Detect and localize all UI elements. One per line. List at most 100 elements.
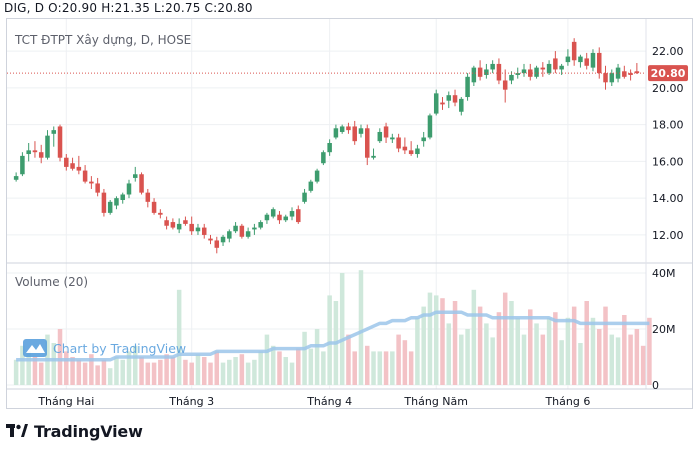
candle: [490, 60, 495, 74]
candle: [107, 200, 113, 215]
candle: [364, 124, 370, 166]
candle: [38, 144, 44, 164]
volume-bar: [471, 289, 477, 385]
candle-body: [227, 231, 232, 239]
candle-body: [158, 212, 163, 215]
volume-bar: [76, 359, 82, 385]
volume-bar: [540, 334, 546, 385]
volume-bar: [427, 292, 433, 385]
candle-body: [452, 95, 458, 103]
candle: [396, 133, 401, 153]
candle-body: [164, 220, 169, 226]
chart-svg[interactable]: 12.00 14.00 16.00 18.00 20.00 22.00 0 20M 40M T…: [7, 19, 692, 408]
volume-bar: [195, 354, 201, 385]
candle-body: [296, 209, 301, 223]
volume-bar: [133, 345, 138, 385]
candle-body: [634, 71, 640, 74]
volume-tick-label: 20M: [652, 323, 676, 336]
price-tick-label: 18.00: [652, 119, 684, 132]
candle: [45, 130, 50, 160]
candle-body: [471, 67, 477, 83]
candle-body: [270, 209, 276, 217]
candle: [220, 234, 226, 246]
candle: [76, 155, 82, 175]
volume-bar: [515, 317, 520, 385]
last-price-badge: 20.80: [648, 65, 688, 82]
volume-bar: [208, 362, 213, 385]
candle-body: [76, 166, 82, 171]
candle: [201, 223, 207, 239]
candle-body: [283, 216, 289, 221]
chart-container[interactable]: 12.00 14.00 16.00 18.00 20.00 22.00 0 20M 40M T…: [6, 18, 693, 409]
volume-bar: [51, 343, 57, 385]
volume-bar: [289, 362, 295, 385]
candle-body: [446, 95, 452, 101]
volume-bar: [477, 306, 483, 385]
candle-body: [515, 73, 520, 75]
candle: [534, 65, 539, 79]
candle-body: [258, 222, 263, 228]
price-tick-label: 12.00: [652, 229, 684, 242]
candle: [89, 176, 94, 189]
volume-bar: [622, 315, 627, 385]
candle-body: [201, 227, 207, 235]
volume-bar: [408, 351, 414, 385]
candle: [126, 179, 132, 199]
candle-body: [220, 236, 226, 243]
candle-body: [509, 74, 514, 81]
candle: [258, 220, 263, 230]
volume-bar: [189, 362, 194, 385]
volume-bar: [314, 329, 320, 385]
volume-bar: [252, 359, 257, 385]
tradingview-logo-icon: [6, 424, 28, 437]
volume-bar: [509, 301, 514, 385]
candle-body: [484, 69, 489, 75]
candle: [471, 65, 477, 86]
candle-body: [327, 143, 332, 153]
volume-bar: [70, 357, 75, 385]
volume-bar: [496, 312, 502, 385]
volume-bar: [402, 340, 408, 385]
candle: [521, 63, 527, 77]
candle: [402, 137, 408, 155]
volume-bar: [38, 362, 44, 385]
volume-bar: [459, 334, 464, 385]
candle: [195, 223, 201, 235]
candle-body: [415, 148, 420, 155]
volume-bar: [465, 329, 470, 385]
tradingview-logo[interactable]: TradingView: [6, 419, 143, 443]
candle: [183, 216, 188, 226]
time-tick-label: Tháng 6: [544, 395, 590, 408]
candle: [57, 124, 63, 162]
candle-body: [195, 227, 201, 232]
candle-body: [396, 137, 401, 149]
candle: [189, 216, 194, 235]
volume-bar: [164, 354, 169, 385]
candle-body: [70, 163, 75, 169]
candle-body: [440, 102, 445, 105]
candle: [158, 209, 163, 219]
candle: [590, 49, 596, 72]
candle-body: [107, 201, 113, 213]
candle: [596, 47, 602, 79]
volume-bar: [339, 273, 345, 385]
candle-body: [609, 73, 615, 83]
candle-body: [490, 63, 495, 70]
volume-bar: [446, 323, 452, 385]
candle: [383, 122, 389, 143]
candle-body: [364, 128, 370, 158]
candle: [239, 223, 245, 239]
volume-bar: [101, 359, 107, 385]
volume-bar: [352, 351, 357, 385]
volume-bar: [139, 357, 144, 385]
candle: [227, 229, 232, 243]
candle-body: [590, 52, 596, 68]
candle-body: [245, 231, 251, 237]
candle: [333, 124, 339, 140]
candle-body: [546, 63, 552, 74]
symbol-ohlc-header: DIG, D O:20.90 H:21.35 L:20.75 C:20.80: [4, 1, 253, 15]
time-axis: Tháng Hai Tháng 3 Tháng 4 Tháng Năm Tháng 6: [37, 395, 590, 408]
volume-bar: [327, 295, 332, 385]
candle-body: [459, 98, 464, 112]
candle: [32, 141, 38, 158]
